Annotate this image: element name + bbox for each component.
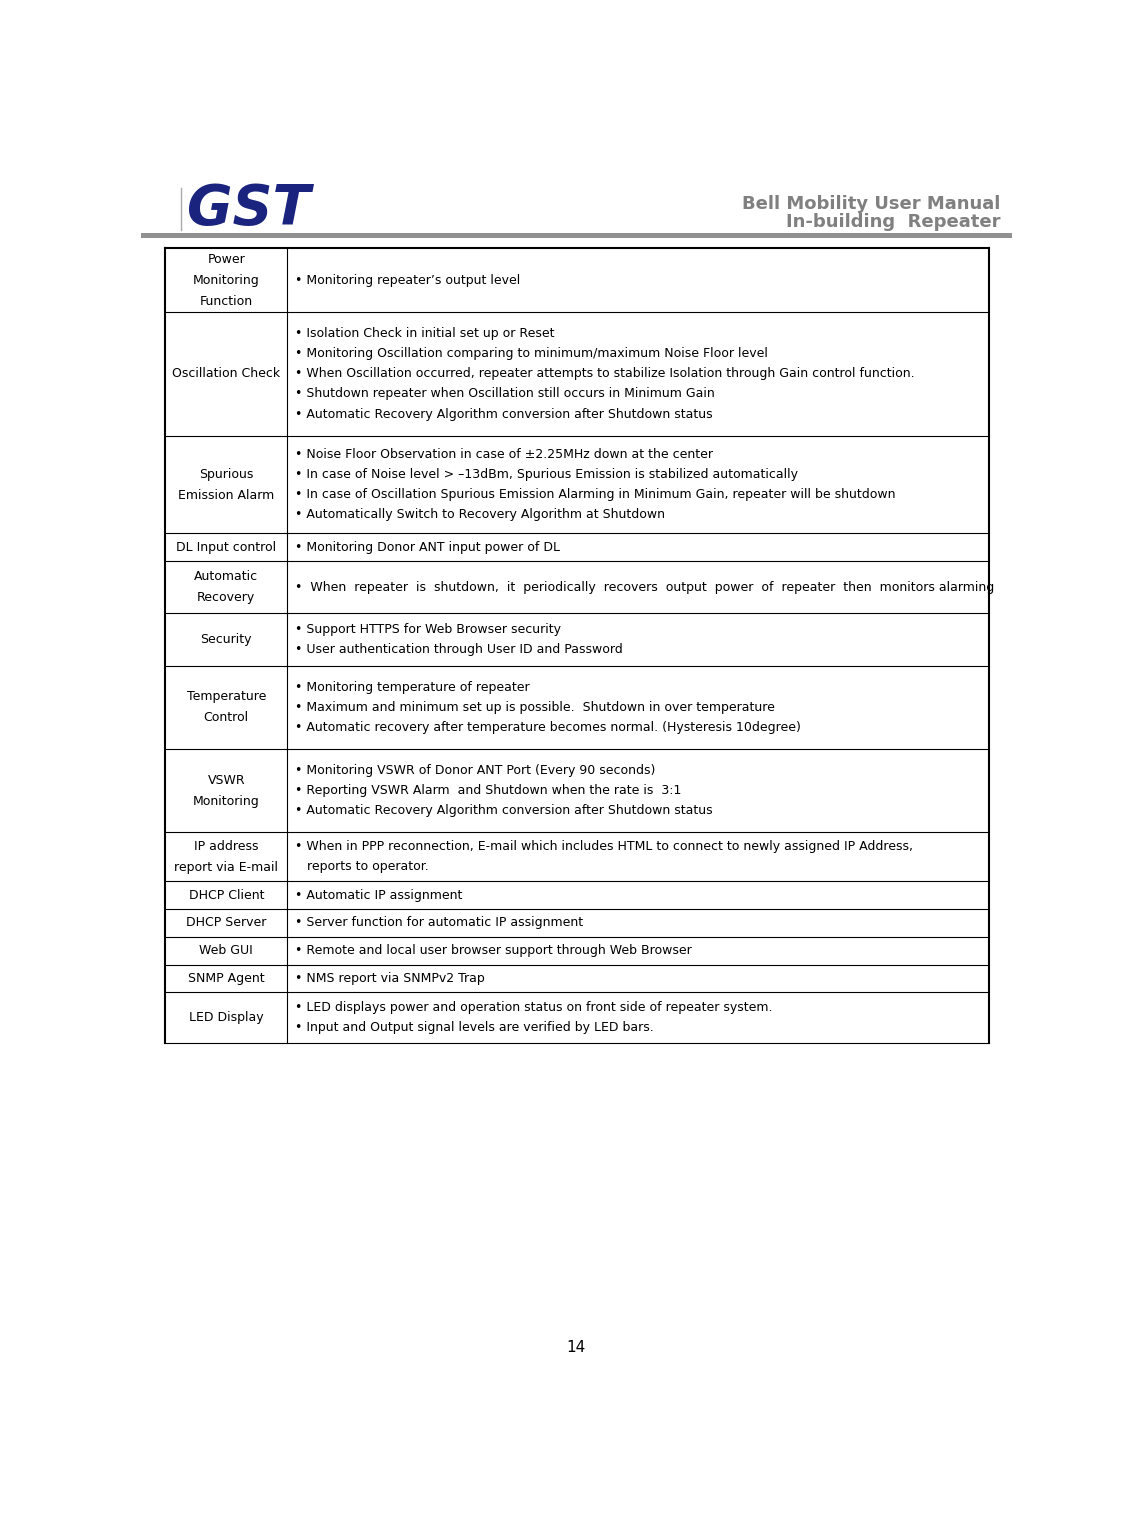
Text: • Input and Output signal levels are verified by LED bars.: • Input and Output signal levels are ver… bbox=[294, 1021, 654, 1034]
Text: VSWR
Monitoring: VSWR Monitoring bbox=[193, 774, 260, 807]
Text: • When Oscillation occurred, repeater attempts to stabilize Isolation through Ga: • When Oscillation occurred, repeater at… bbox=[294, 368, 915, 380]
Text: • Server function for automatic IP assignment: • Server function for automatic IP assig… bbox=[294, 917, 583, 929]
Text: • Isolation Check in initial set up or Reset: • Isolation Check in initial set up or R… bbox=[294, 328, 554, 340]
Text: Power
Monitoring
Function: Power Monitoring Function bbox=[193, 252, 260, 308]
Text: • Reporting VSWR Alarm  and Shutdown when the rate is  3:1: • Reporting VSWR Alarm and Shutdown when… bbox=[294, 784, 681, 797]
Bar bbox=[140, 234, 1012, 238]
Text: • User authentication through User ID and Password: • User authentication through User ID an… bbox=[294, 643, 623, 657]
Text: GST: GST bbox=[188, 181, 310, 235]
Text: • When in PPP reconnection, E-mail which includes HTML to connect to newly assig: • When in PPP reconnection, E-mail which… bbox=[294, 840, 913, 854]
Text: DHCP Client: DHCP Client bbox=[189, 889, 264, 901]
Text: Oscillation Check: Oscillation Check bbox=[172, 368, 280, 380]
Text: Web GUI: Web GUI bbox=[199, 944, 253, 957]
Text: Spurious
Emission Alarm: Spurious Emission Alarm bbox=[178, 468, 274, 501]
Text: • Monitoring Oscillation comparing to minimum/maximum Noise Floor level: • Monitoring Oscillation comparing to mi… bbox=[294, 348, 768, 360]
Text: • NMS report via SNMPv2 Trap: • NMS report via SNMPv2 Trap bbox=[294, 972, 484, 984]
Text: LED Display: LED Display bbox=[189, 1010, 263, 1024]
Text: Security: Security bbox=[200, 634, 252, 646]
Text: In-building  Repeater: In-building Repeater bbox=[787, 214, 1000, 231]
Text: • Automatic IP assignment: • Automatic IP assignment bbox=[294, 889, 462, 901]
Bar bbox=[140, 185, 1012, 234]
Text: • In case of Noise level > –13dBm, Spurious Emission is stabilized automatically: • In case of Noise level > –13dBm, Spuri… bbox=[294, 469, 798, 481]
Text: • In case of Oscillation Spurious Emission Alarming in Minimum Gain, repeater wi: • In case of Oscillation Spurious Emissi… bbox=[294, 489, 896, 501]
Text: • Shutdown repeater when Oscillation still occurs in Minimum Gain: • Shutdown repeater when Oscillation sti… bbox=[294, 388, 715, 400]
Text: Bell Mobility User Manual: Bell Mobility User Manual bbox=[742, 195, 1000, 214]
Text: • Monitoring VSWR of Donor ANT Port (Every 90 seconds): • Monitoring VSWR of Donor ANT Port (Eve… bbox=[294, 764, 655, 777]
Text: • Automatic Recovery Algorithm conversion after Shutdown status: • Automatic Recovery Algorithm conversio… bbox=[294, 408, 713, 420]
Text: • Remote and local user browser support through Web Browser: • Remote and local user browser support … bbox=[294, 944, 691, 957]
Text: • Monitoring Donor ANT input power of DL: • Monitoring Donor ANT input power of DL bbox=[294, 541, 560, 554]
Text: SNMP Agent: SNMP Agent bbox=[188, 972, 264, 984]
Text: reports to operator.: reports to operator. bbox=[294, 860, 428, 874]
Text: DL Input control: DL Input control bbox=[176, 541, 277, 554]
Text: • Maximum and minimum set up is possible.  Shutdown in over temperature: • Maximum and minimum set up is possible… bbox=[294, 701, 774, 714]
Text: • LED displays power and operation status on front side of repeater system.: • LED displays power and operation statu… bbox=[294, 1001, 772, 1014]
Text: • Automatic Recovery Algorithm conversion after Shutdown status: • Automatic Recovery Algorithm conversio… bbox=[294, 804, 713, 817]
Text: Automatic
Recovery: Automatic Recovery bbox=[194, 571, 259, 604]
Text: •  When  repeater  is  shutdown,  it  periodically  recovers  output  power  of : • When repeater is shutdown, it periodic… bbox=[294, 581, 995, 594]
Text: 14: 14 bbox=[566, 1340, 586, 1355]
Text: Temperature
Control: Temperature Control bbox=[187, 691, 266, 724]
Text: DHCP Server: DHCP Server bbox=[187, 917, 266, 929]
Text: • Monitoring temperature of repeater: • Monitoring temperature of repeater bbox=[294, 681, 529, 694]
Text: • Automatic recovery after temperature becomes normal. (Hysteresis 10degree): • Automatic recovery after temperature b… bbox=[294, 721, 801, 734]
Text: • Monitoring repeater’s output level: • Monitoring repeater’s output level bbox=[294, 274, 520, 286]
Text: IP address
report via E-mail: IP address report via E-mail bbox=[174, 840, 279, 874]
Text: • Noise Floor Observation in case of ±2.25MHz down at the center: • Noise Floor Observation in case of ±2.… bbox=[294, 449, 713, 461]
Text: • Automatically Switch to Recovery Algorithm at Shutdown: • Automatically Switch to Recovery Algor… bbox=[294, 509, 665, 521]
Text: • Support HTTPS for Web Browser security: • Support HTTPS for Web Browser security bbox=[294, 623, 561, 637]
